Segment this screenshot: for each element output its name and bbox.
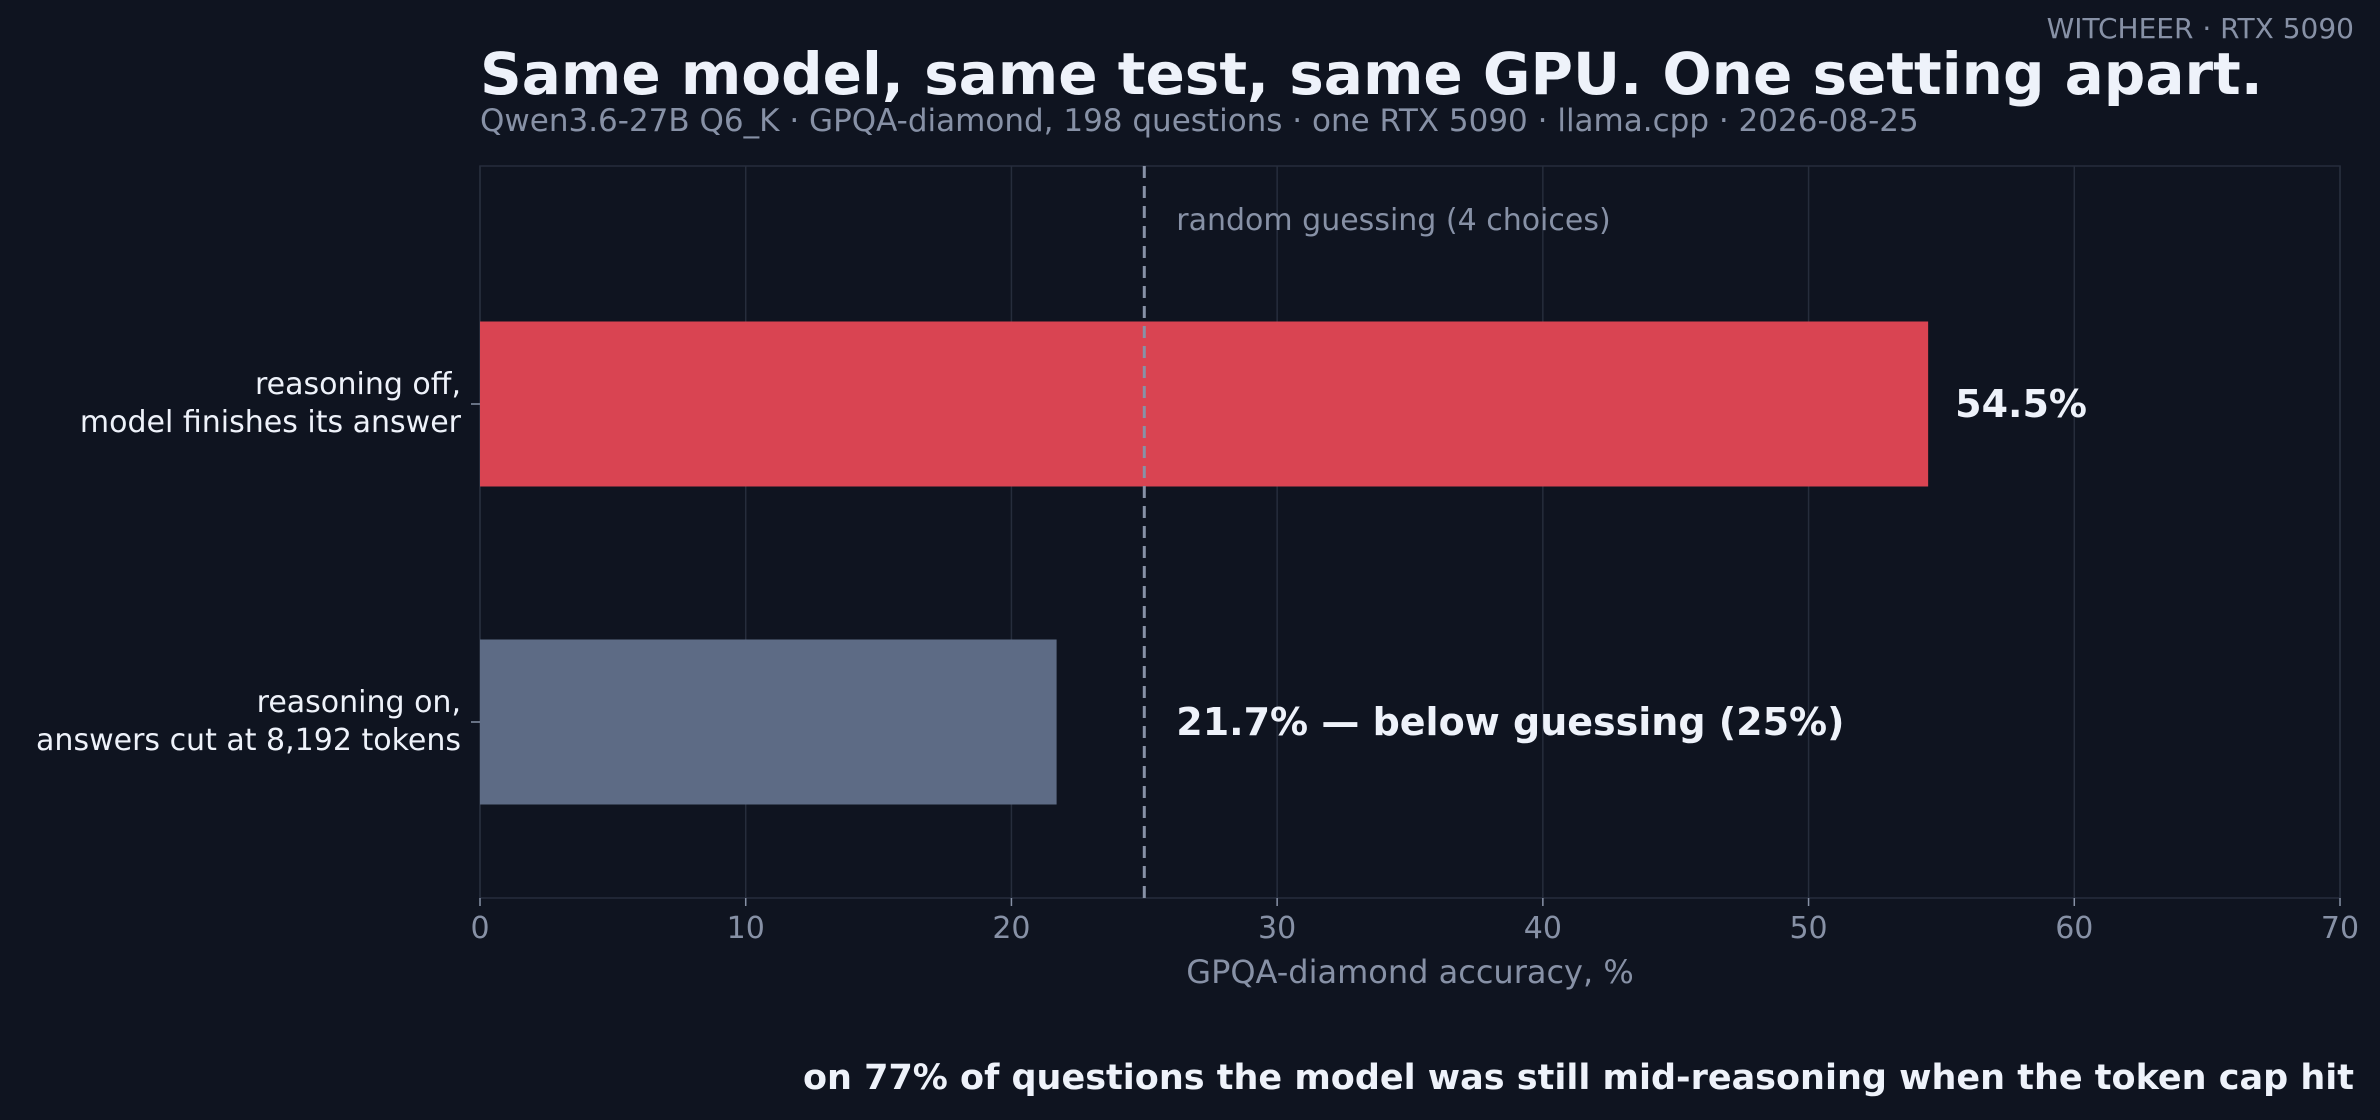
x-tick-label: 30 [1258, 911, 1296, 946]
bar [480, 321, 1929, 487]
y-tick-label: answers cut at 8,192 tokens [36, 723, 461, 758]
value-label: 21.7% — below guessing (25%) [1176, 700, 1844, 744]
x-tick-label: 0 [470, 911, 489, 946]
plot-frame [479, 165, 2341, 899]
y-tick-label: reasoning off, [255, 367, 461, 402]
chart-title: Same model, same test, same GPU. One set… [480, 40, 2263, 108]
footnote: on 77% of questions the model was still … [802, 1058, 2354, 1098]
y-tick-label: reasoning on, [257, 685, 461, 720]
x-tick-label: 40 [1524, 911, 1562, 946]
x-axis-label: GPQA-diamond accuracy, % [1186, 953, 1633, 991]
chart-subtitle: Qwen3.6-27B Q6_K · GPQA-diamond, 198 que… [480, 103, 1919, 139]
y-tick-label: model finishes its answer [80, 405, 462, 440]
x-tick-label: 70 [2321, 911, 2359, 946]
x-tick-label: 50 [1789, 911, 1827, 946]
reference-line-label: random guessing (4 choices) [1176, 203, 1610, 238]
x-tick-label: 20 [992, 911, 1030, 946]
x-tick-label: 60 [2055, 911, 2093, 946]
x-tick-label: 10 [727, 911, 765, 946]
watermark: WITCHEER · RTX 5090 [2046, 12, 2354, 45]
value-label: 54.5% [1955, 382, 2087, 426]
bar [480, 639, 1057, 805]
